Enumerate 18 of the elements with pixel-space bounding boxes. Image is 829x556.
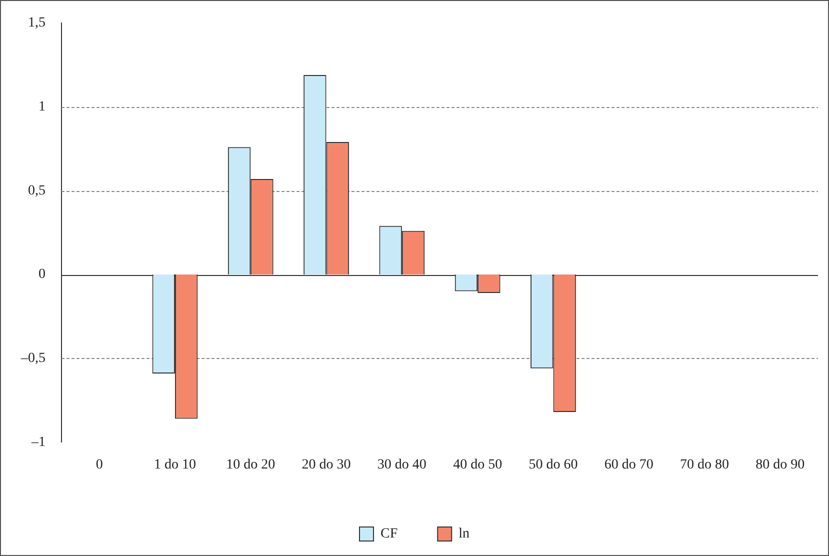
- x-tick-label: 10 do 20: [226, 457, 276, 472]
- y-tick-label: 1: [38, 100, 46, 115]
- x-tick-label: 30 do 40: [377, 457, 426, 472]
- y-tick-label: 0: [38, 267, 46, 282]
- x-tick-label: 50 do 60: [528, 457, 578, 472]
- legend-label: CF: [380, 526, 398, 542]
- x-tick-label: 20 do 30: [302, 457, 351, 472]
- legend-label: ln: [458, 526, 470, 542]
- y-tick-label: –1: [30, 434, 46, 450]
- y-tick-label: 1,5: [28, 16, 46, 31]
- x-tick-label: 0: [96, 457, 103, 472]
- y-tick-label: –0,5: [20, 351, 46, 366]
- x-tick-label: 70 do 80: [680, 457, 730, 472]
- x-tick-label: 1 do 10: [154, 457, 196, 472]
- x-tick-label: 40 do 50: [453, 457, 502, 472]
- x-tick-label: 80 do 90: [756, 457, 805, 472]
- x-tick-label: 60 do 70: [604, 457, 654, 472]
- y-tick-label: 0,5: [28, 183, 46, 198]
